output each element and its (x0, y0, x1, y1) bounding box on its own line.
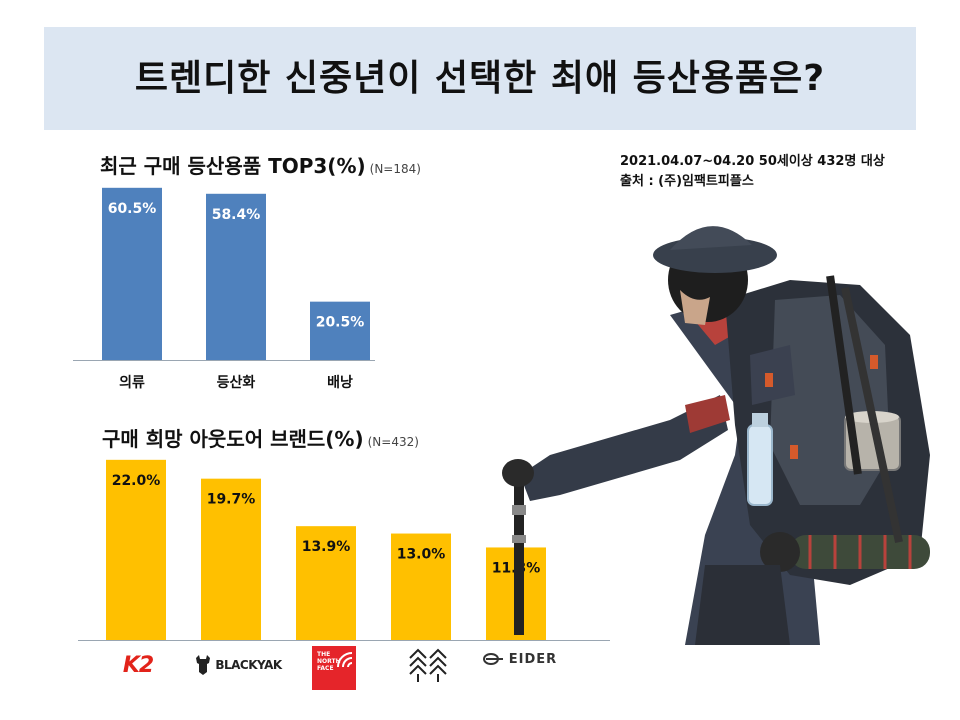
blackyak-logo-text: BLACKYAK (215, 658, 282, 672)
chart2-sample-size: (N=432) (367, 435, 419, 449)
yak-icon (196, 655, 211, 675)
category-label: 등산화 (217, 374, 256, 391)
bar-value-label: 13.9% (302, 539, 351, 555)
bar-1 (102, 187, 162, 360)
brand-mountain-logo (400, 646, 456, 686)
bar-4 (391, 533, 451, 640)
bar-3 (310, 301, 370, 360)
chart1-recent-purchase: 60.5% 의류 58.4% 등산화 20.5% 배낭 (73, 187, 375, 391)
hiker-glove (502, 459, 534, 487)
water-bottle (747, 424, 773, 506)
eider-logo: EIDER (470, 645, 570, 673)
page-title: 트렌디한 신중년이 선택한 최애 등산용품은? (134, 58, 826, 99)
bar-value-label: 19.7% (207, 492, 256, 508)
bar-1 (106, 459, 166, 640)
northface-logo-text: THE NORTH FACE (317, 651, 341, 672)
chart1-title-text: 최근 구매 등산용품 TOP3(%) (100, 154, 366, 178)
northface-word-1: THE (317, 651, 331, 658)
survey-period: 2021.04.07~04.20 50세이상 432명 대상 (620, 154, 885, 169)
hiker-photo (502, 226, 930, 645)
northface-word-3: FACE (317, 665, 334, 672)
category-label: 배낭 (327, 375, 353, 391)
trekking-pole-left (514, 475, 524, 635)
eider-swoosh-icon (482, 653, 503, 665)
eider-logo-text: EIDER (508, 651, 558, 667)
k2-logo: K2 (108, 648, 168, 682)
bar-value-label: 22.0% (112, 473, 161, 489)
northface-word-2: NORTH (317, 658, 341, 665)
bar-value-label: 13.0% (397, 547, 446, 563)
northface-logo: THE NORTH FACE (310, 646, 358, 690)
trekking-pole-back (826, 275, 862, 475)
chart1-title: 최근 구매 등산용품 TOP3(%) (N=184) (100, 150, 421, 179)
chart1-sample-size: (N=184) (369, 162, 421, 176)
chart2-desired-brand: 22.0%19.7%13.9%13.0%11.3% (78, 459, 610, 641)
hiker-arm (520, 395, 728, 501)
bar-value-label: 20.5% (316, 315, 365, 331)
bar-3 (296, 526, 356, 640)
northface-arc-icon (337, 652, 353, 668)
bar-2 (206, 193, 266, 360)
mountain-trees-icon (409, 648, 447, 682)
chart2-title-text: 구매 희망 아웃도어 브랜드(%) (102, 427, 364, 451)
bar-value-label: 58.4% (212, 207, 261, 223)
survey-source: 2021.04.07~04.20 50세이상 432명 대상 출처 : (주)임… (620, 152, 885, 192)
survey-source-company: 출처 : (주)임팩트피플스 (620, 174, 754, 189)
bar-2 (201, 478, 261, 640)
blackyak-logo: BLACKYAK (188, 648, 288, 682)
category-label: 의류 (119, 374, 145, 391)
k2-logo-text: K2 (122, 652, 154, 678)
hiker-legs (695, 565, 790, 645)
chart2-title: 구매 희망 아웃도어 브랜드(%) (N=432) (102, 423, 419, 452)
title-banner: 트렌디한 신중년이 선택한 최애 등산용품은? (44, 27, 916, 130)
bar-value-label: 60.5% (108, 201, 157, 217)
northface-logo-box: THE NORTH FACE (312, 646, 356, 690)
